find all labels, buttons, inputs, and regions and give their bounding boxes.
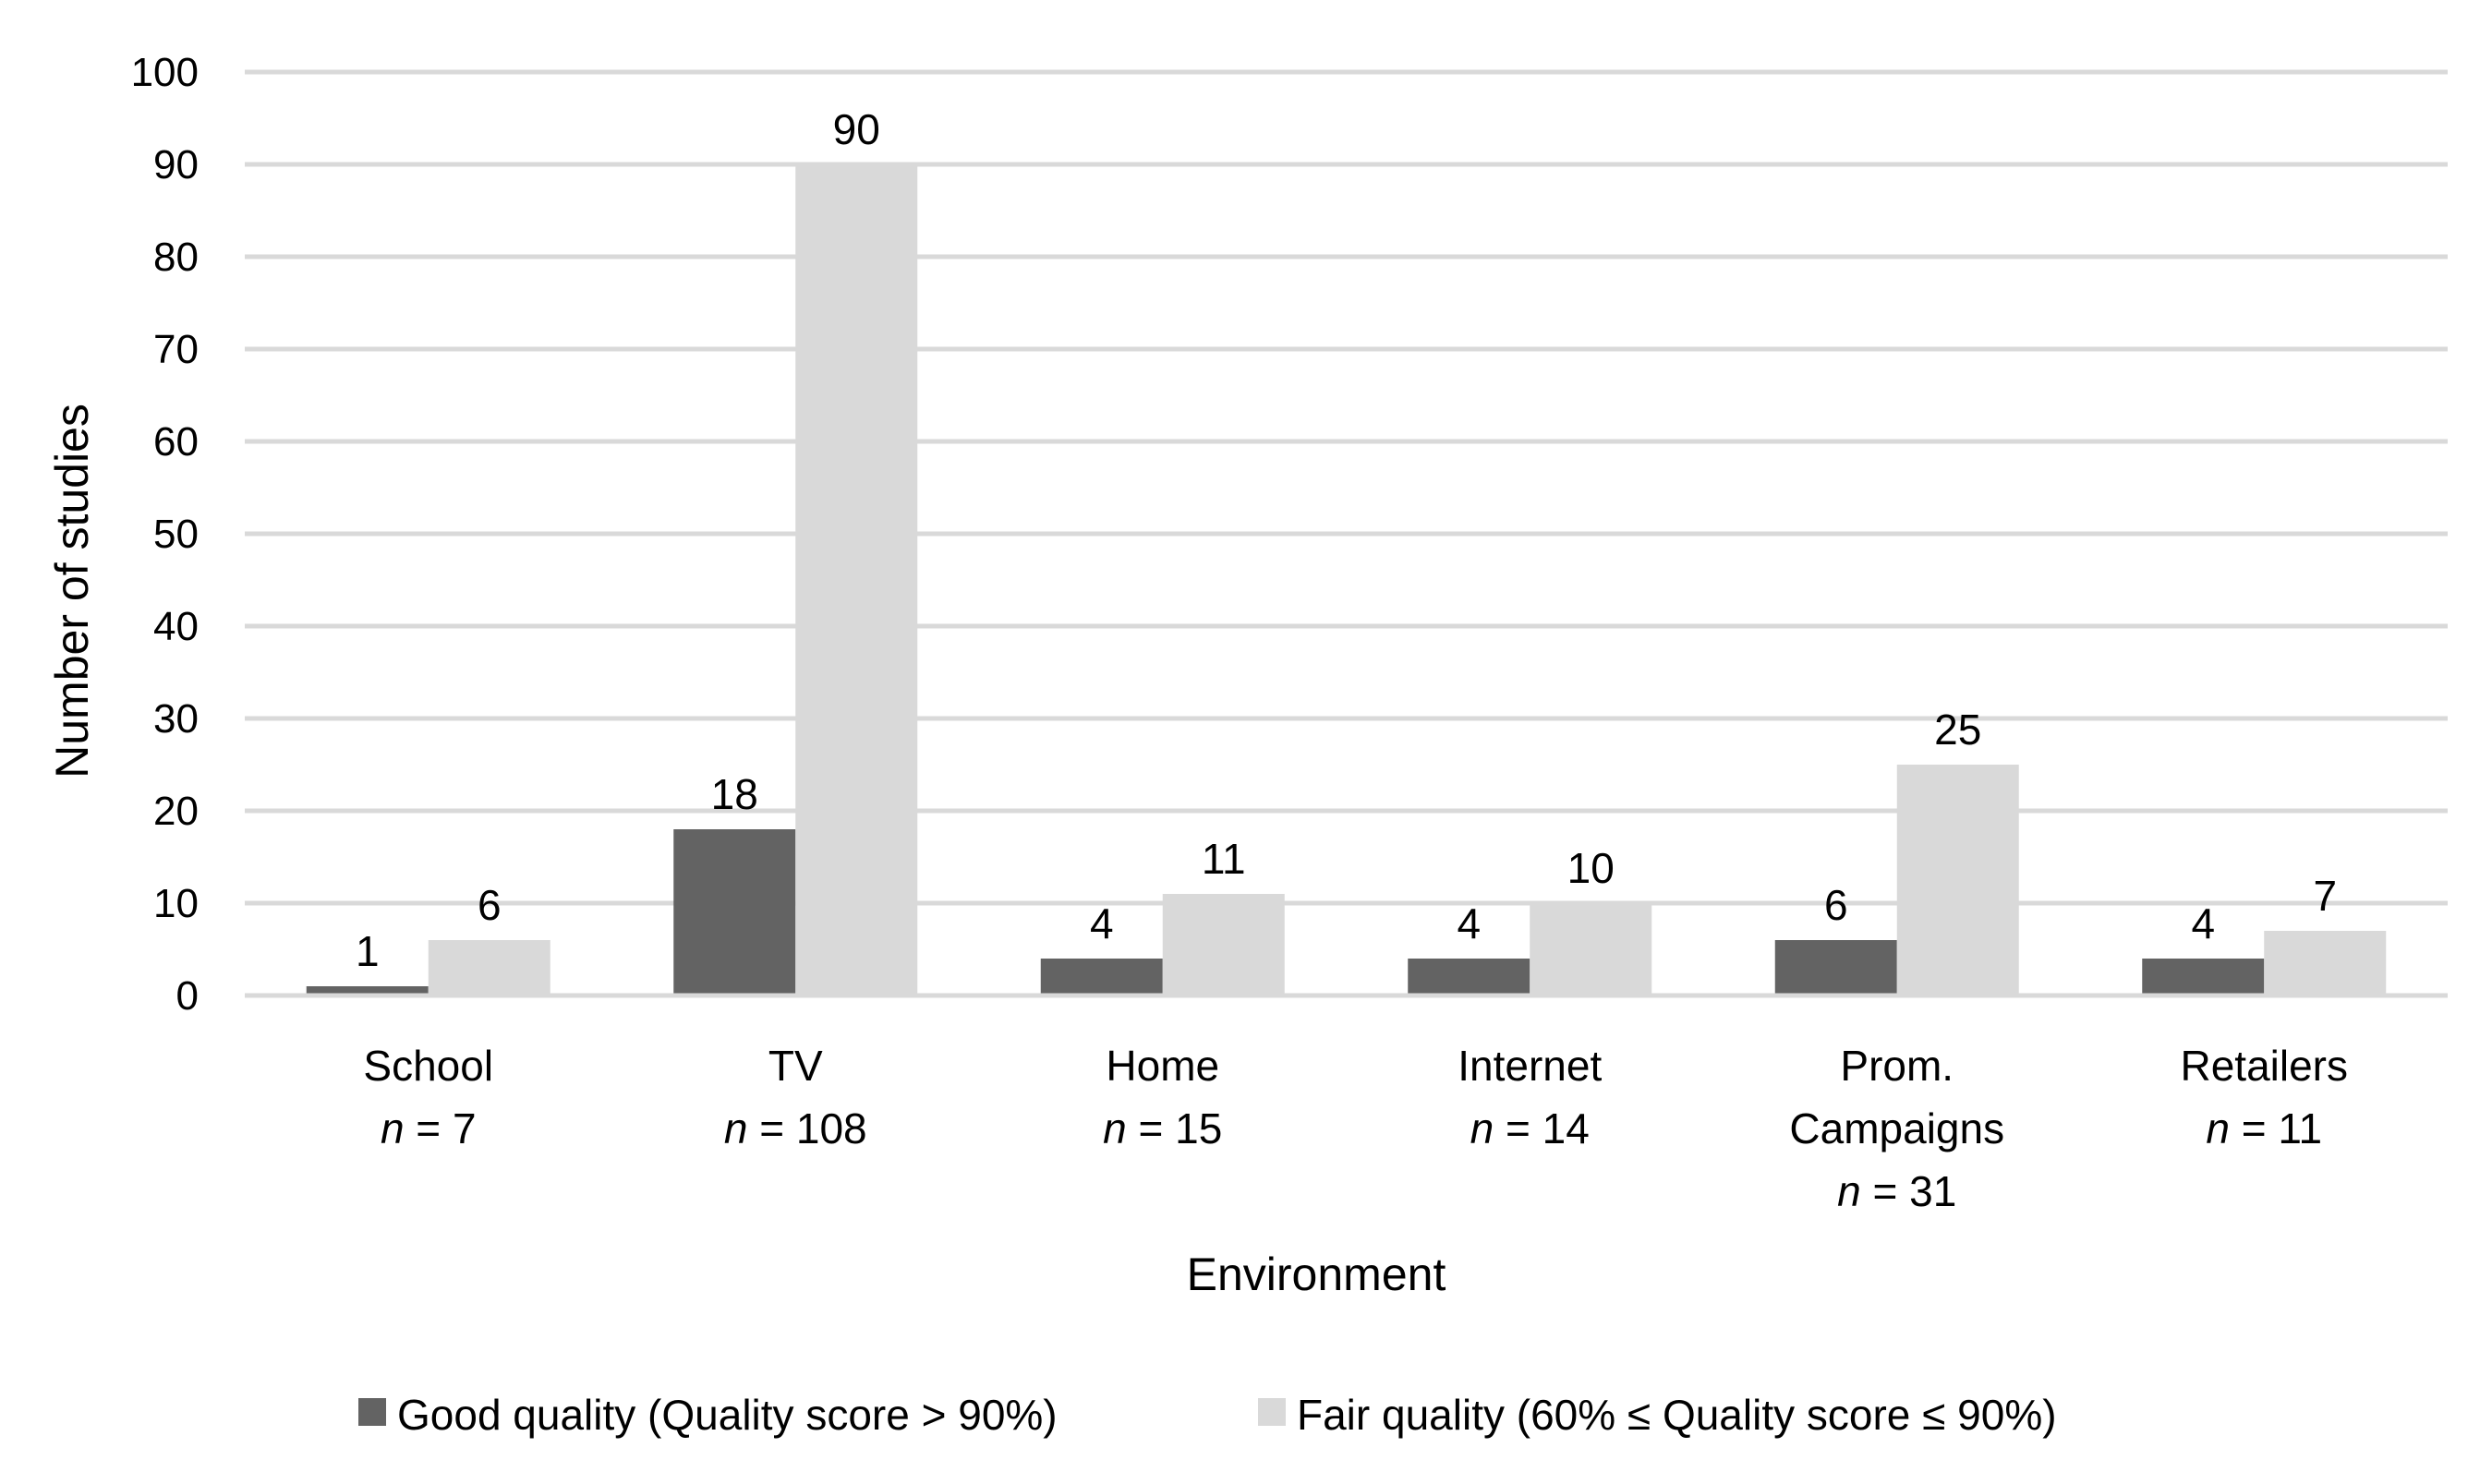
- bar-good-quality: [2142, 959, 2265, 995]
- legend-swatch: [358, 1398, 386, 1426]
- category-count: n = 108: [724, 1104, 867, 1152]
- category-name: Prom.: [1840, 1042, 1954, 1090]
- data-label: 25: [1934, 706, 1981, 754]
- y-tick-label: 60: [153, 419, 199, 465]
- category-name: Internet: [1458, 1042, 1602, 1090]
- legend-label: Good quality (Quality score > 90%): [397, 1391, 1058, 1439]
- y-axis-ticks: 0 10 20 30 40 50 60 70 80 90 100: [131, 50, 199, 1019]
- y-tick-label: 10: [153, 881, 199, 926]
- bar-good-quality: [306, 986, 429, 995]
- n-symbol: n: [724, 1104, 748, 1152]
- bar-fair-quality: [1896, 765, 2019, 995]
- n-value: = 14: [1494, 1104, 1590, 1152]
- bar-good-quality: [1774, 940, 1897, 995]
- y-tick-label: 40: [153, 604, 199, 649]
- category-name: Campaigns: [1789, 1104, 2004, 1152]
- y-tick-label: 0: [176, 973, 199, 1019]
- legend-swatch: [1258, 1398, 1286, 1426]
- gridlines: [245, 69, 2448, 998]
- n-symbol: n: [1470, 1104, 1494, 1152]
- data-label: 11: [1202, 835, 1246, 883]
- bar-fair-quality: [1530, 903, 1652, 995]
- n-value: = 31: [1861, 1167, 1957, 1215]
- category-name: Retailers: [2180, 1042, 2348, 1090]
- y-axis-title: Number of studies: [46, 404, 98, 778]
- n-value: = 7: [405, 1104, 477, 1152]
- x-axis-title: Environment: [1187, 1249, 1446, 1300]
- data-label: 4: [2191, 899, 2215, 947]
- legend-item: Good quality (Quality score > 90%): [358, 1391, 1058, 1439]
- n-symbol: n: [2206, 1104, 2230, 1152]
- bar-good-quality: [673, 829, 796, 995]
- data-labels: 1 6 18 90 4 11 4 10 6 25 4 7: [356, 105, 2337, 975]
- bars: [245, 164, 2448, 998]
- category-name: School: [363, 1042, 493, 1090]
- data-label: 90: [833, 105, 880, 153]
- category-count: n = 15: [1103, 1104, 1222, 1152]
- category-name: Home: [1106, 1042, 1219, 1090]
- legend: Good quality (Quality score > 90%) Fair q…: [358, 1391, 2057, 1439]
- data-label: 10: [1567, 844, 1615, 892]
- y-tick-label: 80: [153, 235, 199, 280]
- n-symbol: n: [1103, 1104, 1127, 1152]
- bar-fair-quality: [1162, 894, 1285, 995]
- data-label: 6: [1824, 881, 1848, 929]
- data-label: 18: [711, 770, 758, 818]
- category-count: n = 11: [2206, 1104, 2322, 1152]
- category-label: Home n = 15: [1103, 1042, 1222, 1152]
- n-symbol: n: [1837, 1167, 1861, 1215]
- legend-label: Fair quality (60% ≤ Quality score ≤ 90%): [1297, 1391, 2057, 1439]
- data-label: 7: [2313, 872, 2337, 920]
- data-label: 6: [478, 881, 502, 929]
- category-label: TV n = 108: [724, 1042, 867, 1152]
- x-axis-categories: School n = 7 TV n = 108 Home n = 15 Internet n …: [363, 1042, 2348, 1215]
- y-tick-label: 30: [153, 696, 199, 742]
- n-value: = 108: [747, 1104, 866, 1152]
- data-label: 4: [1090, 899, 1114, 947]
- data-label: 4: [1457, 899, 1481, 947]
- y-tick-label: 100: [131, 50, 199, 95]
- y-tick-label: 20: [153, 789, 199, 834]
- y-tick-label: 70: [153, 327, 199, 372]
- category-label: Prom. Campaigns n = 31: [1789, 1042, 2004, 1215]
- bar-fair-quality: [795, 164, 918, 995]
- n-symbol: n: [381, 1104, 405, 1152]
- y-tick-label: 50: [153, 512, 199, 557]
- category-label: School n = 7: [363, 1042, 493, 1152]
- bar-fair-quality: [2264, 931, 2387, 995]
- category-label: Internet n = 14: [1458, 1042, 1602, 1152]
- legend-item: Fair quality (60% ≤ Quality score ≤ 90%): [1258, 1391, 2057, 1439]
- category-count: n = 14: [1470, 1104, 1590, 1152]
- n-value: = 15: [1127, 1104, 1223, 1152]
- data-label: 1: [356, 927, 380, 975]
- category-name: TV: [768, 1042, 823, 1090]
- category-label: Retailers n = 11: [2180, 1042, 2348, 1152]
- bar-good-quality: [1408, 959, 1530, 995]
- category-count: n = 7: [381, 1104, 477, 1152]
- bar-fair-quality: [428, 940, 550, 995]
- y-tick-label: 90: [153, 142, 199, 187]
- bar-good-quality: [1040, 959, 1163, 995]
- n-value: = 11: [2230, 1104, 2322, 1152]
- category-count: n = 31: [1837, 1167, 1956, 1215]
